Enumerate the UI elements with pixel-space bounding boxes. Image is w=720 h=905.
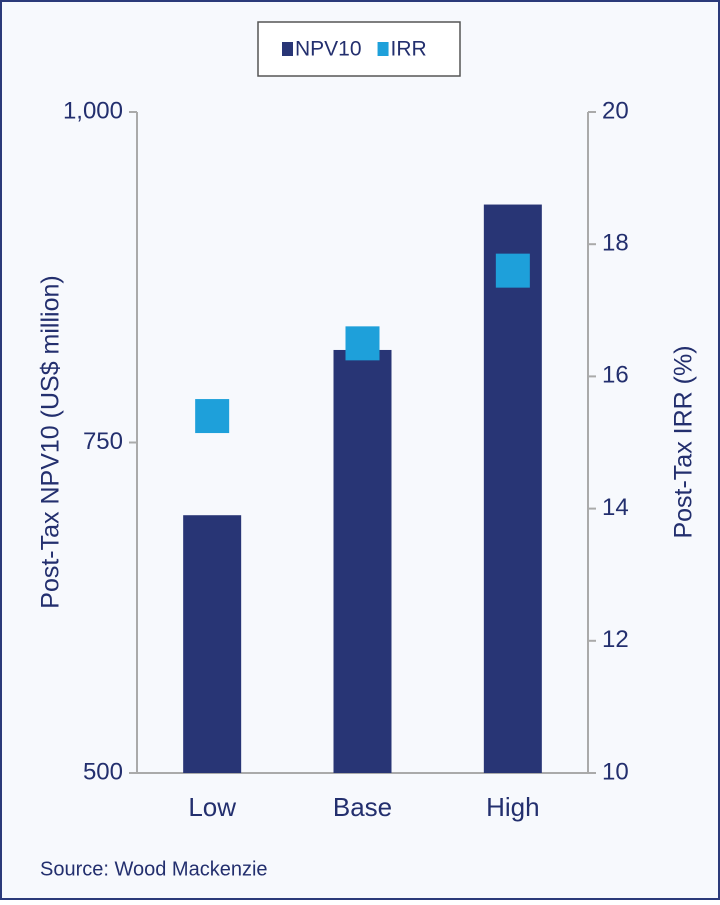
y-tick-label: 500	[83, 758, 123, 785]
bar	[183, 515, 242, 773]
y-tick-label: 750	[83, 428, 123, 455]
legend-swatch	[377, 42, 389, 56]
x-tick-label: Base	[333, 792, 392, 822]
bar	[333, 349, 392, 773]
marker	[495, 253, 530, 288]
y2-tick-label: 12	[602, 626, 629, 653]
y-axis-label: Post-Tax NPV10 (US$ million)	[37, 275, 65, 608]
y2-tick-label: 10	[602, 758, 629, 785]
y2-tick-label: 16	[602, 362, 629, 389]
y2-tick-label: 18	[602, 230, 629, 257]
source: Source: Wood Mackenzie	[40, 858, 268, 880]
marker	[345, 326, 380, 361]
legend-label: IRR	[391, 38, 427, 61]
y2-tick-label: 14	[602, 494, 629, 521]
legend-label: NPV10	[295, 38, 362, 61]
x-tick-label: High	[486, 792, 539, 822]
x-tick-label: Low	[188, 792, 236, 822]
y2-tick-label: 20	[602, 97, 629, 124]
y-tick-label: 1,000	[63, 97, 123, 124]
y2-axis-label: Post-Tax IRR (%)	[670, 345, 698, 538]
marker	[195, 399, 230, 434]
legend-swatch	[282, 42, 293, 56]
bar	[483, 204, 542, 774]
